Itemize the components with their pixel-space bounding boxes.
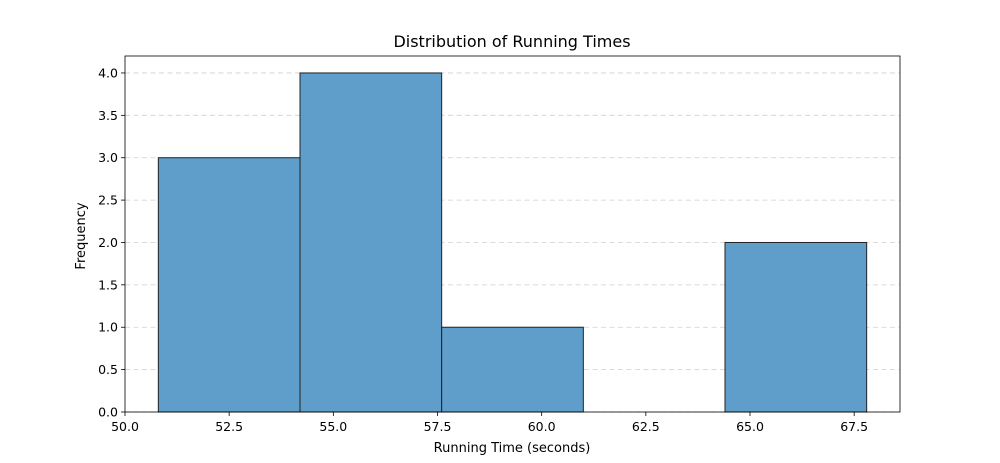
- histogram-bar: [441, 326, 584, 413]
- plot-frame: [124, 55, 901, 413]
- y-tick-label: 2.5: [98, 193, 118, 208]
- x-tick-label: 65.0: [736, 419, 764, 434]
- x-tick-label: 62.5: [632, 419, 660, 434]
- x-tick-label: 57.5: [424, 419, 452, 434]
- histogram-bar: [724, 241, 868, 413]
- y-tick-label: 4.0: [98, 65, 118, 80]
- x-tick-label: 55.0: [319, 419, 347, 434]
- y-tick-label: 3.0: [98, 150, 118, 165]
- chart-title: Distribution of Running Times: [393, 32, 630, 51]
- x-tick-label: 50.0: [111, 419, 139, 434]
- y-tick-label: 2.0: [98, 235, 118, 250]
- bars-layer: [157, 72, 868, 413]
- histogram-bar: [157, 157, 301, 413]
- y-tick-label: 0.0: [98, 405, 118, 420]
- histogram-bar: [299, 72, 443, 413]
- x-axis-label: Running Time (seconds): [434, 441, 591, 456]
- y-tick-label: 3.5: [98, 108, 118, 123]
- y-tick-label: 1.0: [98, 320, 118, 335]
- y-tick-label: 1.5: [98, 277, 118, 292]
- x-tick-label: 67.5: [840, 419, 868, 434]
- x-tick-label: 60.0: [528, 419, 556, 434]
- x-axis-ticks: 50.0 52.5 55.0 57.5 60.0 62.5 65.0 67.5: [111, 412, 868, 434]
- y-axis-label: Frequency: [74, 202, 89, 269]
- x-tick-label: 52.5: [215, 419, 243, 434]
- y-axis-ticks: 0.0 0.5 1.0 1.5 2.0 2.5 3.0 3.5 4.0: [98, 65, 125, 420]
- y-tick-label: 0.5: [98, 362, 118, 377]
